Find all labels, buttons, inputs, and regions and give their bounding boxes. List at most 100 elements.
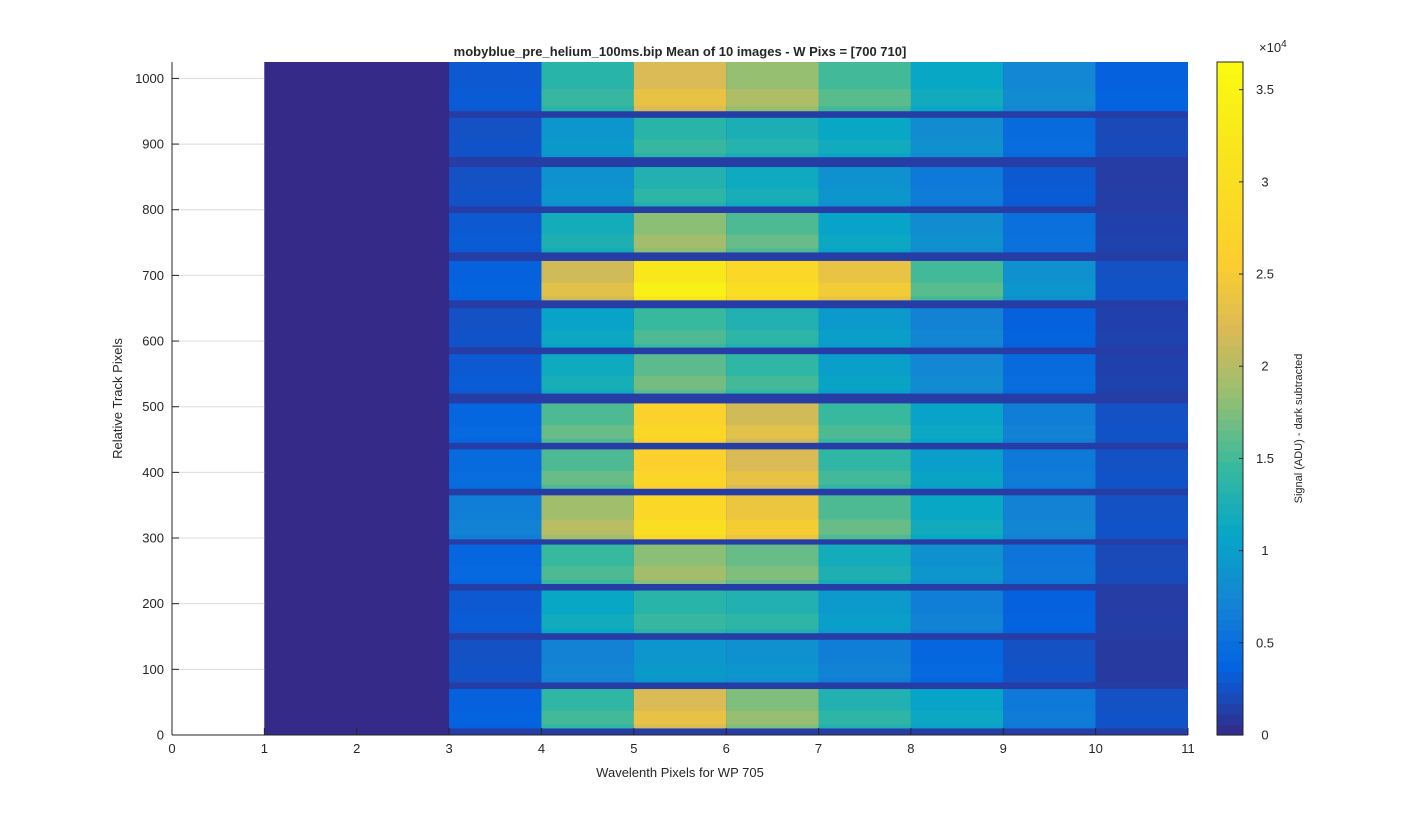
grid-lines	[172, 77, 265, 670]
heatmap-cell-shade-t0-c8	[1095, 710, 1188, 725]
y-tick-label-7: 700	[142, 268, 164, 283]
colorbar-step-19	[1217, 524, 1243, 536]
heatmap-cell-shade-t0-c1	[449, 710, 542, 725]
heatmap-cell-shade-t12-c4	[726, 139, 819, 154]
colorbar-step-6	[1217, 661, 1243, 673]
heatmap-cell-shade-t4-c3	[633, 519, 727, 535]
colorbar-step-53	[1217, 167, 1243, 179]
heatmap-cell-shade-t8-c8	[1095, 329, 1188, 344]
colorbar-step-34	[1217, 366, 1243, 379]
colorbar-tick-label-2: 1	[1261, 543, 1268, 558]
colorbar-step-23	[1217, 482, 1243, 494]
heatmap-cell-shade-t10-c8	[1095, 234, 1188, 249]
heatmap-cell-shade-t4-c6	[910, 519, 1004, 535]
heatmap-cell-shade-t10-c1	[449, 234, 542, 249]
x-tick-label-2: 2	[353, 741, 360, 756]
heatmap-cell-shade-t2-c7	[1003, 614, 1096, 629]
heatmap-cell-shade-t3-c1	[449, 566, 542, 581]
heatmap-cell-shade-t7-c4	[726, 375, 819, 390]
heatmap-cell-shade-t3-c7	[1003, 566, 1096, 581]
heatmap-cell-shade-t0-c7	[1003, 710, 1096, 725]
heatmap-cell-shade-t5-c5	[818, 471, 911, 485]
heatmap-cells	[264, 62, 1188, 735]
colorbar-step-40	[1217, 303, 1243, 315]
heatmap-cell-shade-t0-c2	[541, 710, 634, 725]
heatmap-cell-shade-t11-c7	[1003, 188, 1096, 203]
heatmap-cell-shade-t6-c1	[449, 425, 542, 439]
colorbar-step-54	[1217, 156, 1243, 168]
colorbar-step-13	[1217, 587, 1243, 599]
colorbar-tick-label-4: 2	[1261, 359, 1268, 374]
heatmap-cell-shade-t11-c2	[541, 188, 634, 203]
heatmap-cell-shade-t5-c7	[1003, 471, 1096, 485]
colorbar-step-39	[1217, 314, 1243, 326]
heatmap-cell-shade-t10-c7	[1003, 234, 1096, 249]
heatmap-cell-shade-t5-c4	[726, 471, 819, 485]
colorbar-step-16	[1217, 556, 1243, 568]
heatmap-cell-shade-t13-c2	[541, 89, 634, 107]
axes-box	[171, 62, 1188, 736]
heatmap-cell-shade-t0-c4	[726, 710, 819, 725]
colorbar-ticks: 0 0.5 1 1.5 2 2.5 3 3.5	[1239, 82, 1274, 743]
colorbar-step-12	[1217, 598, 1243, 610]
heatmap-cell-shade-t10-c3	[633, 234, 727, 249]
colorbar-tick-label-5: 2.5	[1256, 267, 1274, 282]
colorbar-step-62	[1217, 72, 1243, 84]
colorbar-step-51	[1217, 188, 1243, 200]
heatmap-cell-shade-t4-c8	[1095, 519, 1188, 535]
y-tick-label-6: 600	[142, 334, 164, 349]
heatmap-cell-shade-t2-c4	[726, 614, 819, 629]
heatmap-cell-shade-t1-c8	[1095, 663, 1188, 679]
heatmap-cell-shade-t6-c8	[1095, 425, 1188, 439]
colorbar-step-7	[1217, 650, 1243, 662]
heatmap-cell-shade-t6-c4	[726, 425, 819, 439]
x-axis-ticks: 0 1 2 3 4 5 6 7 8 9 10 11	[168, 728, 1195, 756]
colorbar-step-33	[1217, 377, 1243, 389]
heatmap-cell-shade-t4-c7	[1003, 519, 1096, 535]
heatmap-cell-shade-t8-c7	[1003, 329, 1096, 344]
colorbar-step-58	[1217, 114, 1243, 126]
colorbar-step-45	[1217, 251, 1243, 263]
heatmap-cell-shade-t2-c5	[818, 614, 911, 629]
heatmap-cell-shade-t11-c6	[910, 188, 1004, 203]
colorbar-step-36	[1217, 345, 1243, 358]
heatmap-cell-shade-t4-c4	[726, 519, 819, 535]
heatmap-cell-shade-t2-c1	[449, 614, 542, 629]
heatmap-cell-shade-t1-c1	[449, 663, 542, 679]
heatmap-cell-shade-t3-c8	[1095, 566, 1188, 581]
y-tick-label-0: 0	[157, 728, 164, 743]
heatmap-cell-shade-t6-c7	[1003, 425, 1096, 439]
heatmap-cell-shade-t1-c4	[726, 663, 819, 679]
heatmap-cell-shade-t11-c4	[726, 188, 819, 203]
colorbar-step-2	[1217, 703, 1243, 715]
colorbar-step-3	[1217, 692, 1243, 705]
colorbar-exponent-label: ×104	[1259, 39, 1287, 56]
colorbar-step-27	[1217, 440, 1243, 452]
colorbar-step-11	[1217, 608, 1243, 620]
colorbar-step-44	[1217, 261, 1243, 273]
heatmap-cell-shade-t2-c6	[910, 614, 1004, 629]
colorbar-step-35	[1217, 356, 1243, 368]
colorbar-step-37	[1217, 335, 1243, 347]
colorbar-gradient	[1217, 62, 1243, 736]
heatmap-cell-shade-t5-c2	[541, 471, 634, 485]
heatmap-cell-shade-t9-c6	[910, 282, 1004, 297]
colorbar-step-63	[1217, 62, 1243, 74]
y-tick-label-9: 900	[142, 137, 164, 152]
heatmap-cell-shade-t2-c2	[541, 614, 634, 629]
colorbar-step-24	[1217, 472, 1243, 484]
colorbar-step-55	[1217, 146, 1243, 158]
heatmap-cell-shade-t1-c2	[541, 663, 634, 679]
heatmap-cell-shade-t1-c3	[633, 663, 727, 679]
x-tick-label-3: 3	[445, 741, 452, 756]
colorbar-step-18	[1217, 535, 1243, 547]
heatmap-cell-shade-t9-c1	[449, 282, 542, 297]
colorbar-step-48	[1217, 219, 1243, 231]
heatmap-cell-shade-t9-c7	[1003, 282, 1096, 297]
x-tick-label-1: 1	[261, 741, 268, 756]
heatmap-cell-shade-t4-c1	[449, 519, 542, 535]
x-tick-label-11: 11	[1181, 741, 1195, 756]
heatmap-cell-shade-t6-c2	[541, 425, 634, 439]
colorbar-step-25	[1217, 461, 1243, 473]
colorbar-step-60	[1217, 93, 1243, 105]
